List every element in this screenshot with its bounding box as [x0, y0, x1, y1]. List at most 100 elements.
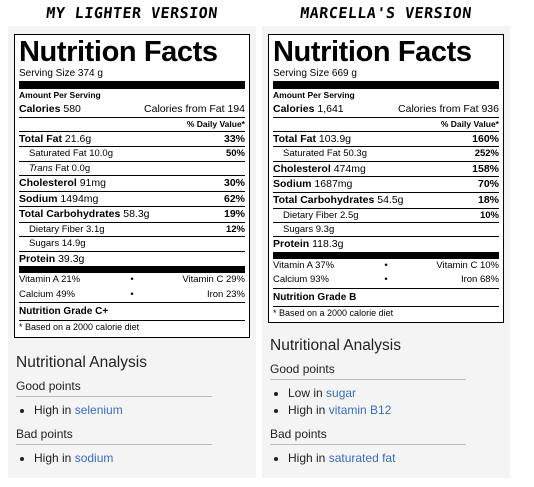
nutrient-amount: 474mg: [333, 162, 366, 175]
nutrient-link[interactable]: saturated fat: [328, 451, 396, 466]
vitamin-row: Vitamin A 37% • Vitamin C 10%: [273, 259, 499, 273]
nutrient-row: Trans Fat 0.0g: [19, 162, 245, 177]
vitamin-left: Vitamin A 21%: [19, 274, 81, 286]
bad-points-title: Bad points: [16, 427, 212, 445]
nutritional-analysis: Nutritional Analysis Good points Low in su…: [268, 337, 504, 465]
nutrient-link[interactable]: vitamin B12: [328, 403, 392, 418]
nutrient-row: Saturated Fat 10.0g 50%: [19, 147, 245, 162]
nutrient-daily-value: 252%: [474, 148, 499, 160]
serving-size: Serving Size 374 g: [19, 67, 245, 82]
nutrient-daily-value: 62%: [223, 192, 245, 205]
nutrient-name: Total Carbohydrates: [273, 194, 375, 206]
serving-size: Serving Size 669 g: [273, 67, 499, 82]
vitamin-left: Calcium 93%: [273, 274, 329, 286]
nutrient-link[interactable]: selenium: [74, 402, 123, 417]
nutrition-grade: Nutrition Grade B: [273, 287, 499, 304]
nutrient-label-group: Dietary Fiber 3.1g: [19, 224, 105, 236]
nutrient-row: Cholesterol 474mg 158%: [273, 162, 499, 178]
nutrient-amount: 21.6g: [64, 132, 92, 145]
nutrient-label-group: Total Carbohydrates 54.5g: [273, 194, 404, 208]
divider-thick: [273, 82, 499, 89]
good-points-list: High in selenium: [14, 403, 250, 417]
bullet-separator: •: [130, 274, 134, 286]
nutrient-label-group: Sugars 14.9g: [19, 238, 86, 250]
vitamin-right: Iron 68%: [460, 274, 499, 286]
nutrient-name: Cholesterol: [273, 162, 331, 175]
nutrient-name: Sodium: [19, 192, 58, 205]
calories-label: Calories: [273, 103, 315, 116]
nutrient-daily-value: 158%: [472, 162, 499, 175]
good-points-title: Good points: [270, 362, 466, 381]
version-heading: MARCELLA'S VERSION: [299, 4, 473, 22]
nutrition-facts-title: Nutrition Facts: [19, 36, 218, 68]
daily-value-header: % Daily Value*: [19, 118, 245, 132]
nutrient-name: Sugars: [283, 223, 314, 235]
nutritional-analysis: Nutritional Analysis Good points High in s…: [14, 354, 250, 465]
protein-row: Protein 39.3g: [19, 252, 245, 267]
nutrient-row: Dietary Fiber 3.1g 12%: [19, 223, 245, 238]
protein-row: Protein 118.3g: [273, 237, 499, 252]
calories-label-group: Calories 580: [19, 103, 81, 117]
nutrient-amount: 91mg: [79, 177, 106, 190]
nutrient-amount: 0.0g: [71, 162, 91, 174]
nutrient-amount: 10.0g: [89, 148, 113, 160]
nutrient-name: Total Fat: [273, 132, 316, 145]
nutrient-row: Sodium 1494mg 62%: [19, 192, 245, 208]
calories-value: 1,641: [317, 103, 344, 116]
nutrient-name: Sodium: [273, 178, 312, 191]
calories-from-fat: Calories from Fat 936: [398, 103, 499, 116]
nutrient-row: Cholesterol 91mg 30%: [19, 176, 245, 192]
nutrient-label-group: Sugars 9.3g: [273, 224, 334, 236]
nutrient-label-group: Cholesterol 474mg: [273, 163, 366, 177]
nutrient-daily-value: 160%: [472, 132, 499, 145]
calories-label: Calories: [19, 103, 61, 116]
bad-point-item: High in saturated fat: [288, 451, 504, 465]
nutrient-daily-value: 10%: [479, 209, 499, 221]
right-column: MARCELLA'S VERSION Nutrition Facts Serving…: [262, 0, 510, 478]
vitamin-row: Calcium 49% • Iron 23%: [19, 288, 245, 302]
nutrient-daily-value: 30%: [223, 177, 245, 190]
point-prefix: High in: [34, 402, 72, 417]
analysis-title: Nutritional Analysis: [16, 353, 147, 371]
nutrient-name: Sugars: [29, 238, 60, 250]
nutrient-amount: 3.1g: [86, 223, 105, 235]
nutrient-row: Total Fat 21.6g 33%: [19, 132, 245, 148]
nutrient-daily-value: 18%: [477, 194, 499, 206]
nutrient-amount: 14.9g: [61, 238, 86, 250]
nutrient-amount: 50.3g: [343, 148, 367, 160]
nutrient-amount: 9.3g: [315, 223, 335, 235]
nutrient-link[interactable]: sugar: [326, 386, 357, 401]
nutrient-name: Total Fat: [19, 132, 62, 145]
nutrient-amount: 2.5g: [340, 209, 359, 221]
nutrient-daily-value: 19%: [223, 208, 245, 221]
nutrient-amount: 1494mg: [60, 192, 99, 205]
vitamin-left: Calcium 49%: [19, 288, 75, 300]
nutrient-daily-value: 12%: [225, 223, 245, 235]
nutrient-row: Dietary Fiber 2.5g 10%: [273, 209, 499, 223]
nutrient-label-group: Total Fat 21.6g: [19, 133, 91, 147]
nutrient-name: Fat: [55, 162, 69, 174]
nutrient-name: Dietary Fiber: [29, 223, 84, 235]
nutrient-row: Total Carbohydrates 54.5g 18%: [273, 193, 499, 209]
nutrient-label-group: Sodium 1494mg: [19, 193, 98, 207]
recipe-panel: Nutrition Facts Serving Size 669 g Amount …: [262, 26, 510, 478]
nutrient-label-group: Trans Fat 0.0g: [19, 163, 90, 175]
protein-label-group: Protein 118.3g: [273, 238, 343, 252]
nutrient-row: Total Fat 103.9g 160%: [273, 132, 499, 148]
analysis-title: Nutritional Analysis: [270, 337, 401, 355]
daily-value-header: % Daily Value*: [273, 118, 499, 132]
nutrient-amount: 103.9g: [318, 132, 352, 145]
nutrition-grade: Nutrition Grade C+: [19, 302, 245, 318]
point-prefix: High in: [288, 451, 326, 466]
vitamin-right: Vitamin C 29%: [182, 274, 245, 286]
calories-row: Calories 580 Calories from Fat 194: [19, 102, 245, 118]
nutrient-amount: 54.5g: [377, 194, 404, 206]
calories-value: 580: [63, 103, 81, 116]
vitamin-right: Vitamin C 10%: [436, 259, 499, 271]
nutrient-link[interactable]: sodium: [74, 450, 114, 465]
nutrient-label-group: Saturated Fat 50.3g: [273, 148, 367, 160]
nutrient-row: Saturated Fat 50.3g 252%: [273, 147, 499, 162]
bad-points-list: High in saturated fat: [268, 451, 504, 465]
footnote: * Based on a 2000 calorie diet: [19, 320, 245, 334]
amount-per-serving: Amount Per Serving: [273, 90, 355, 100]
